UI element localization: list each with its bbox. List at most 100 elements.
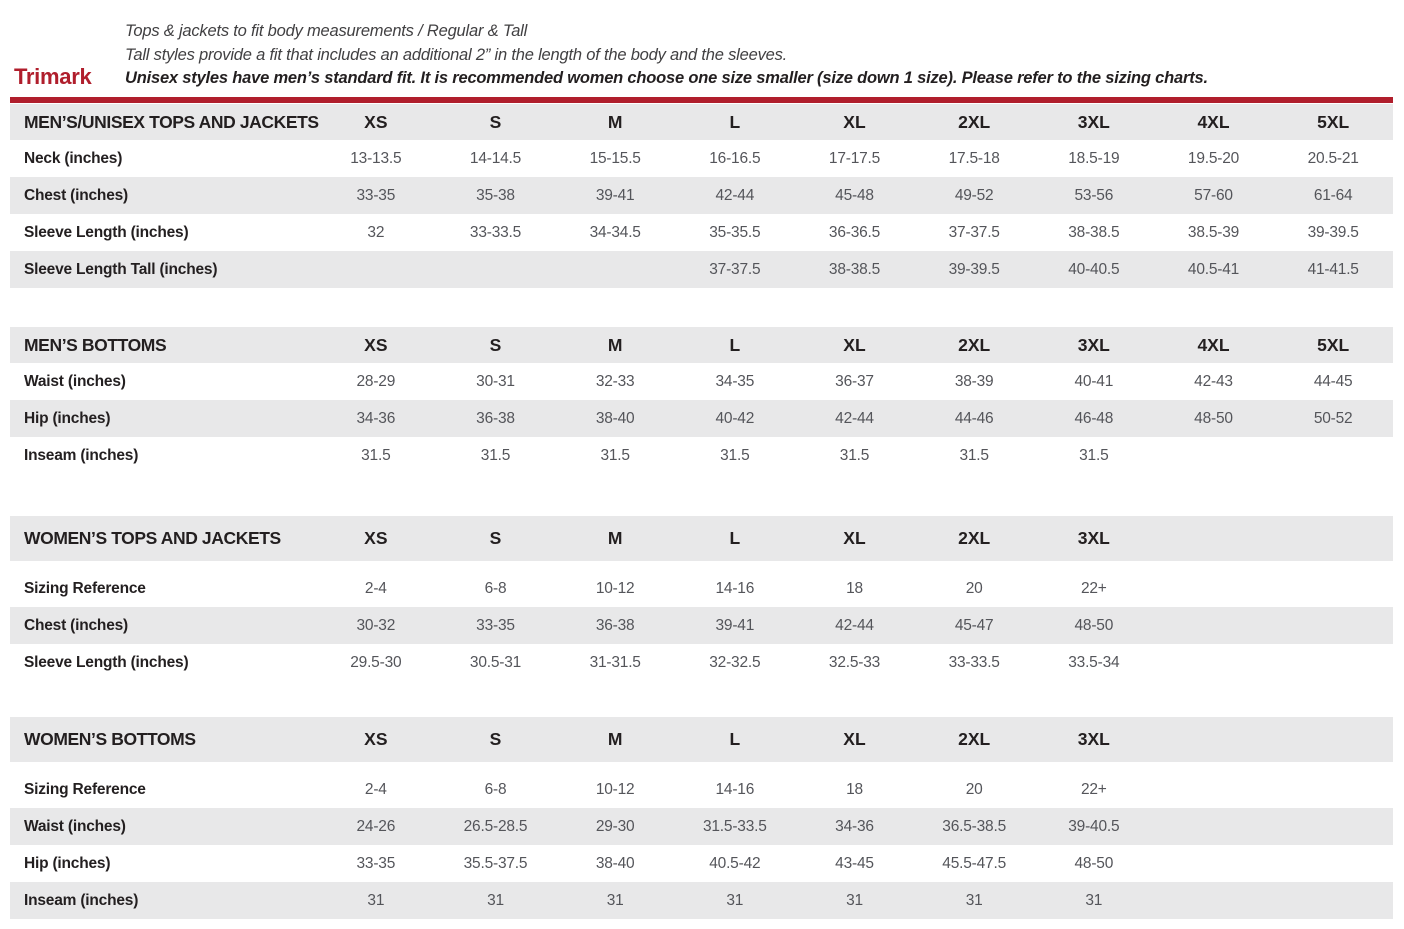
size-column-header: 3XL <box>1077 729 1110 749</box>
table-cell: 33-35 <box>476 616 515 634</box>
table-cell: 18 <box>846 780 863 798</box>
size-column-header: XL <box>843 528 866 548</box>
size-column-header: 4XL <box>1197 334 1230 355</box>
table-cell: 41-41.5 <box>1307 260 1359 278</box>
row-label: Waist (inches) <box>24 372 126 390</box>
table-cell: 6-8 <box>484 780 507 798</box>
size-column-header: XL <box>843 729 866 749</box>
table-cell: 26.5-28.5 <box>463 817 528 835</box>
table-cell: 34-34.5 <box>589 223 641 241</box>
table-cell: 33.5-34 <box>1068 653 1120 671</box>
table-cell: 40.5-42 <box>709 854 761 872</box>
table-cell: 16-16.5 <box>709 149 761 167</box>
table-cell: 42-44 <box>835 616 874 634</box>
table-cell: 22+ <box>1080 579 1107 597</box>
table-cell: 37-37.5 <box>948 223 1000 241</box>
size-column-header: XS <box>364 528 388 548</box>
table-cell: 31.5 <box>600 446 630 464</box>
size-column-header: 3XL <box>1077 334 1110 355</box>
brand-logo: Trimark <box>14 64 92 89</box>
table-header-row: MEN’S/UNISEX TOPS AND JACKETS XS S M L XL 2XL 3… <box>10 104 1393 140</box>
size-column-header: L <box>729 334 741 355</box>
table-cell: 17-17.5 <box>828 149 881 167</box>
table-header-row: WOMEN’S TOPS AND JACKETS XS S M L XL 2XL 3XL <box>10 516 1393 561</box>
table-cell: 37-37.5 <box>709 260 761 278</box>
table-cell: 34-35 <box>715 372 755 390</box>
table-cell: 31 <box>606 891 624 909</box>
table-cell: 40-40.5 <box>1068 260 1120 278</box>
table-cell: 31-31.5 <box>589 653 641 671</box>
size-column-header: L <box>729 528 741 548</box>
size-column-header: S <box>489 334 502 355</box>
size-column-header: 2XL <box>958 528 991 548</box>
table-row: Sizing Reference 2-4 6-8 10-12 14-16 18 20 22+ <box>10 771 1393 808</box>
table-cell: 31.5 <box>720 446 750 464</box>
size-table: MEN’S BOTTOMS XS S M L XL 2XL 3XL 4XL 5XL Waist (i… <box>10 327 1393 474</box>
table-cell: 38-38.5 <box>1068 223 1120 241</box>
table-header-row: WOMEN’S BOTTOMS XS S M L XL 2XL 3XL <box>10 717 1393 762</box>
table-cell: 24-26 <box>356 817 396 835</box>
size-column-header: 5XL <box>1317 334 1350 355</box>
table-cell: 10-12 <box>595 579 635 597</box>
table-row: Sleeve Length Tall (inches) 37-37.5 38-38.… <box>10 251 1393 288</box>
size-column-header: XS <box>364 111 388 132</box>
table-cell: 40-42 <box>715 409 755 427</box>
size-column-header: M <box>607 528 623 548</box>
table-cell: 34-36 <box>835 817 874 835</box>
table-title: WOMEN’S TOPS AND JACKETS <box>24 528 281 548</box>
row-label: Sleeve Length Tall (inches) <box>24 260 218 278</box>
size-column-header: 2XL <box>958 334 991 355</box>
table-cell: 14-16 <box>715 780 755 798</box>
table-row: Waist (inches) 28-29 30-31 32-33 34-35 36-37 3… <box>10 363 1393 400</box>
table-row: Waist (inches) 24-26 26.5-28.5 29-30 31.5-33… <box>10 808 1393 845</box>
table-cell: 31 <box>1085 891 1103 909</box>
table-cell: 44-45 <box>1313 372 1353 390</box>
table-cell: 6-8 <box>484 579 507 597</box>
table-cell: 13-13.5 <box>350 149 402 167</box>
row-label: Waist (inches) <box>24 817 126 835</box>
table-cell: 39-40.5 <box>1068 817 1120 835</box>
table-row: Inseam (inches) 31 31 31 31 31 31 31 <box>10 882 1393 919</box>
table-row: Sizing Reference 2-4 6-8 10-12 14-16 18 20 22+ <box>10 570 1393 607</box>
row-label: Hip (inches) <box>24 409 111 427</box>
table-cell: 38-40 <box>595 854 635 872</box>
table-cell: 32-32.5 <box>709 653 761 671</box>
table-cell: 10-12 <box>595 780 635 798</box>
table-cell: 40.5-41 <box>1187 260 1240 278</box>
table-row: Hip (inches) 33-35 35.5-37.5 38-40 40.5-42 43… <box>10 845 1393 882</box>
note-line-2: Tall styles provide a fit that includes … <box>125 45 788 64</box>
size-column-header: XS <box>364 729 388 749</box>
row-label: Sleeve Length (inches) <box>24 223 189 241</box>
page-header: Trimark Tops & jackets to fit body measu… <box>0 0 1404 103</box>
table-cell: 31 <box>487 891 504 909</box>
size-column-header: 4XL <box>1197 111 1230 132</box>
note-line-3: Unisex styles have men’s standard fit. I… <box>125 69 1208 87</box>
size-column-header: XL <box>843 111 866 132</box>
table-cell: 42-43 <box>1194 372 1233 390</box>
table-cell: 17.5-18 <box>948 149 1000 167</box>
table-row: Sleeve Length (inches) 32 33-33.5 34-34.5 35… <box>10 214 1393 251</box>
table-cell: 45.5-47.5 <box>942 854 1006 872</box>
table-cell: 2-4 <box>364 780 387 798</box>
table-cell: 33-33.5 <box>948 653 1000 671</box>
table-cell: 32 <box>367 223 385 241</box>
table-row: Sleeve Length (inches) 29.5-30 30.5-31 31-3… <box>10 644 1393 681</box>
table-cell: 31.5 <box>361 446 391 464</box>
table-cell: 19.5-20 <box>1187 149 1240 167</box>
size-column-header: XS <box>364 334 388 355</box>
table-cell: 39-39.5 <box>1307 223 1359 241</box>
size-column-header: 3XL <box>1077 528 1110 548</box>
table-cell: 44-46 <box>954 409 994 427</box>
row-label: Sizing Reference <box>24 780 146 798</box>
table-cell: 18.5-19 <box>1068 149 1120 167</box>
table-cell: 43-45 <box>835 854 874 872</box>
table-cell: 48-50 <box>1194 409 1233 427</box>
size-column-header: L <box>729 111 741 132</box>
table-cell: 45-47 <box>954 616 994 634</box>
table-header-row: MEN’S BOTTOMS XS S M L XL 2XL 3XL 4XL 5XL <box>10 327 1393 363</box>
table-cell: 39-41 <box>715 616 755 634</box>
table-cell: 38-39 <box>954 372 994 390</box>
size-column-header: 2XL <box>958 729 991 749</box>
table-cell: 31.5 <box>959 446 989 464</box>
